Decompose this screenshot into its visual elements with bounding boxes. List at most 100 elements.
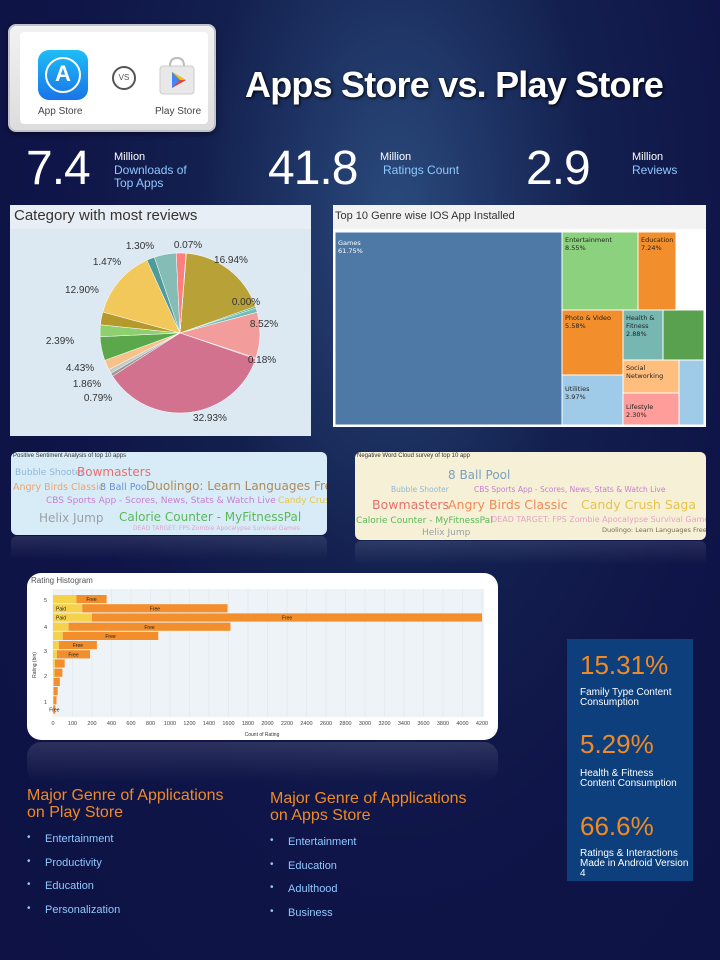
positive-word-cloud: Positive Sentiment Analysis of top 10 ap…: [11, 452, 327, 535]
histogram-xtick: 800: [146, 721, 155, 727]
histogram-bar-free: [53, 696, 57, 705]
stat-downloads-unit: Million: [114, 151, 146, 163]
pos-word: CBS Sports App - Scores, News, Stats & W…: [46, 496, 276, 506]
list-item: Education: [270, 859, 356, 884]
histogram-bar-paid: [53, 604, 83, 613]
histogram-xtick: 2600: [320, 721, 332, 727]
treemap-cell-value: 2.30%: [626, 411, 647, 419]
pos-word: 8 Ball Pool: [100, 482, 150, 493]
list-item: Adulthood: [270, 882, 356, 907]
pos-word: DEAD TARGET: FPS Zombie Apocalypse Survi…: [133, 525, 300, 532]
histogram-xtick: 0: [51, 721, 54, 727]
treemap-cell: [334, 231, 563, 426]
histogram-bar-paid: [53, 631, 63, 640]
histogram-bar-paid: [53, 650, 57, 659]
histogram-bar-paid: [53, 696, 54, 705]
pct-android-line1: Ratings & Interactions: [580, 848, 678, 859]
histogram-xtick: 1200: [183, 721, 195, 727]
negative-word-cloud: Negative Word Cloud survey of top 10 app…: [355, 452, 706, 540]
apps-genre-title-line2: on Apps Store: [270, 807, 371, 824]
neg-word: CBS Sports App - Scores, News, Stats & W…: [474, 485, 666, 494]
pie-chart-header: [10, 205, 311, 229]
histogram-xtick: 1000: [164, 721, 176, 727]
play-genre-title-line1: Major Genre of Applications: [27, 787, 224, 804]
pie-chart-title: Category with most reviews: [14, 207, 198, 224]
treemap-cell: [662, 309, 705, 361]
treemap-cell-label: Entertainment: [565, 236, 612, 244]
treemap-cell-label: Education: [641, 236, 673, 244]
pie-slice: [102, 259, 181, 334]
percent-stats-box: 15.31% Family Type Content Consumption 5…: [567, 639, 693, 881]
histogram-bar-paid: [53, 687, 54, 696]
pos-word: Angry Birds Classic: [13, 482, 104, 493]
treemap-cell-value: 7.24%: [641, 244, 662, 252]
histogram-bar-paid: [53, 641, 59, 650]
apps-genre-title: Major Genre of Applications on Apps Stor…: [270, 790, 467, 824]
histogram-xtick: 1800: [242, 721, 254, 727]
stat-ratings-value: 41.8: [268, 142, 358, 195]
histogram-ytick: 3: [44, 649, 47, 655]
histogram-bar-free: [53, 677, 60, 686]
histogram-xtick: 2000: [261, 721, 273, 727]
app-store-icon: A: [38, 50, 88, 100]
pos-word: Calorie Counter - MyFitnessPal: [119, 510, 302, 524]
pos-word: Helix Jump: [39, 511, 104, 525]
histogram-xtick: 100: [68, 721, 77, 727]
histogram-bar-free: [54, 659, 65, 668]
list-item: Business: [270, 906, 356, 931]
play-store-icon: [152, 50, 202, 100]
treemap-cell-value: 61.75%: [338, 247, 363, 255]
neg-word: Helix Jump: [422, 528, 471, 538]
histogram-bar-label: Free: [144, 625, 155, 631]
histogram-bar-label: Free: [73, 643, 84, 649]
positive-cloud-title: Positive Sentiment Analysis of top 10 ap…: [13, 453, 127, 459]
histogram-bar-paid: [53, 668, 55, 677]
vs-badge: VS: [112, 66, 136, 90]
histogram-bar-free: [82, 604, 228, 613]
pie-slice-label: 12.90%: [65, 285, 99, 296]
histogram-bar-paid: [53, 659, 55, 668]
neg-word: Bowmasters: [372, 497, 450, 512]
treemap-panel: Top 10 Genre wise IOS App Installed Game…: [333, 205, 706, 427]
pos-word: Bubble Shooter: [15, 468, 85, 478]
histogram-bar-label: Free: [105, 634, 116, 640]
rating-histogram-panel: Rating Histogram Count of Rating Rating …: [27, 573, 498, 740]
stat-reviews-value: 2.9: [526, 142, 591, 195]
pie-slice: [179, 252, 187, 334]
pct-family-line1: Family Type Content: [580, 687, 672, 698]
treemap-cell: [678, 359, 705, 426]
pie-slice-label: 1.86%: [73, 379, 101, 390]
histogram-bar-free: [58, 641, 97, 650]
treemap-cell-label: Photo & Video: [565, 314, 611, 322]
neg-word: Candy Crush Saga: [581, 497, 697, 512]
stat-downloads-desc1: Downloads of: [114, 163, 187, 177]
treemap-cell: [561, 231, 639, 311]
histogram-xtick: 2200: [281, 721, 293, 727]
treemap-cell-label: Lifestyle: [626, 403, 653, 411]
pie-slice-label: 0.79%: [84, 393, 112, 404]
pie-slice-label: 2.39%: [46, 336, 74, 347]
histogram-xtick: 3400: [398, 721, 410, 727]
histogram-bar-label: Free: [86, 597, 97, 603]
histogram-bar-free: [53, 705, 56, 714]
histogram-xtick: 3000: [359, 721, 371, 727]
pos-word: Candy Crush: [278, 496, 327, 506]
pct-android-line2: Made in Android Version 4: [580, 858, 689, 879]
histogram-bar-label: Free: [282, 616, 293, 622]
pie-slice-label: 0.18%: [248, 355, 276, 366]
histogram-bar-paid: [53, 595, 77, 604]
neg-word: Duolingo: Learn Languages Free: [602, 526, 706, 534]
treemap-header: [333, 205, 706, 229]
histogram-xtick: 2400: [300, 721, 312, 727]
pie-chart-panel: Category with most reviews 16.94% 0.00% 8.…: [10, 205, 311, 436]
pie-chart: 16.94% 0.00% 8.52% 0.18% 32.93% 0.79% 1.86% 4.4…: [46, 240, 278, 424]
play-store-label: Play Store: [155, 106, 202, 117]
pie-slice: [112, 332, 257, 414]
pos-word: Bowmasters: [77, 465, 151, 479]
histogram-xtick: 3800: [437, 721, 449, 727]
list-item: Personalization: [27, 903, 120, 928]
histogram-bar-paid: [53, 677, 54, 686]
histogram-bar-free: [68, 622, 231, 631]
histogram-bar-paid: [53, 622, 69, 631]
